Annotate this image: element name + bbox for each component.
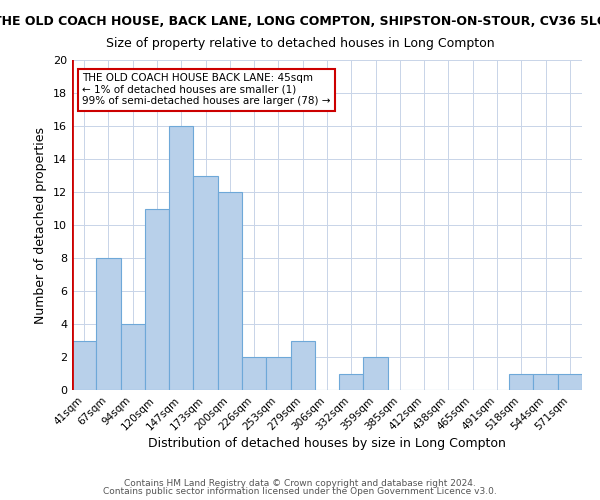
Bar: [339, 374, 364, 390]
X-axis label: Distribution of detached houses by size in Long Compton: Distribution of detached houses by size …: [148, 438, 506, 450]
Text: Size of property relative to detached houses in Long Compton: Size of property relative to detached ho…: [106, 38, 494, 51]
Bar: [290, 340, 315, 390]
Bar: [193, 176, 218, 390]
Text: THE OLD COACH HOUSE BACK LANE: 45sqm
← 1% of detached houses are smaller (1)
99%: THE OLD COACH HOUSE BACK LANE: 45sqm ← 1…: [82, 73, 331, 106]
Bar: [96, 258, 121, 390]
Text: Contains public sector information licensed under the Open Government Licence v3: Contains public sector information licen…: [103, 488, 497, 496]
Bar: [72, 340, 96, 390]
Text: THE OLD COACH HOUSE, BACK LANE, LONG COMPTON, SHIPSTON-ON-STOUR, CV36 5LG: THE OLD COACH HOUSE, BACK LANE, LONG COM…: [0, 15, 600, 28]
Bar: [242, 357, 266, 390]
Bar: [266, 357, 290, 390]
Bar: [218, 192, 242, 390]
Bar: [145, 208, 169, 390]
Y-axis label: Number of detached properties: Number of detached properties: [34, 126, 47, 324]
Bar: [509, 374, 533, 390]
Bar: [533, 374, 558, 390]
Bar: [169, 126, 193, 390]
Bar: [558, 374, 582, 390]
Text: Contains HM Land Registry data © Crown copyright and database right 2024.: Contains HM Land Registry data © Crown c…: [124, 478, 476, 488]
Bar: [364, 357, 388, 390]
Bar: [121, 324, 145, 390]
